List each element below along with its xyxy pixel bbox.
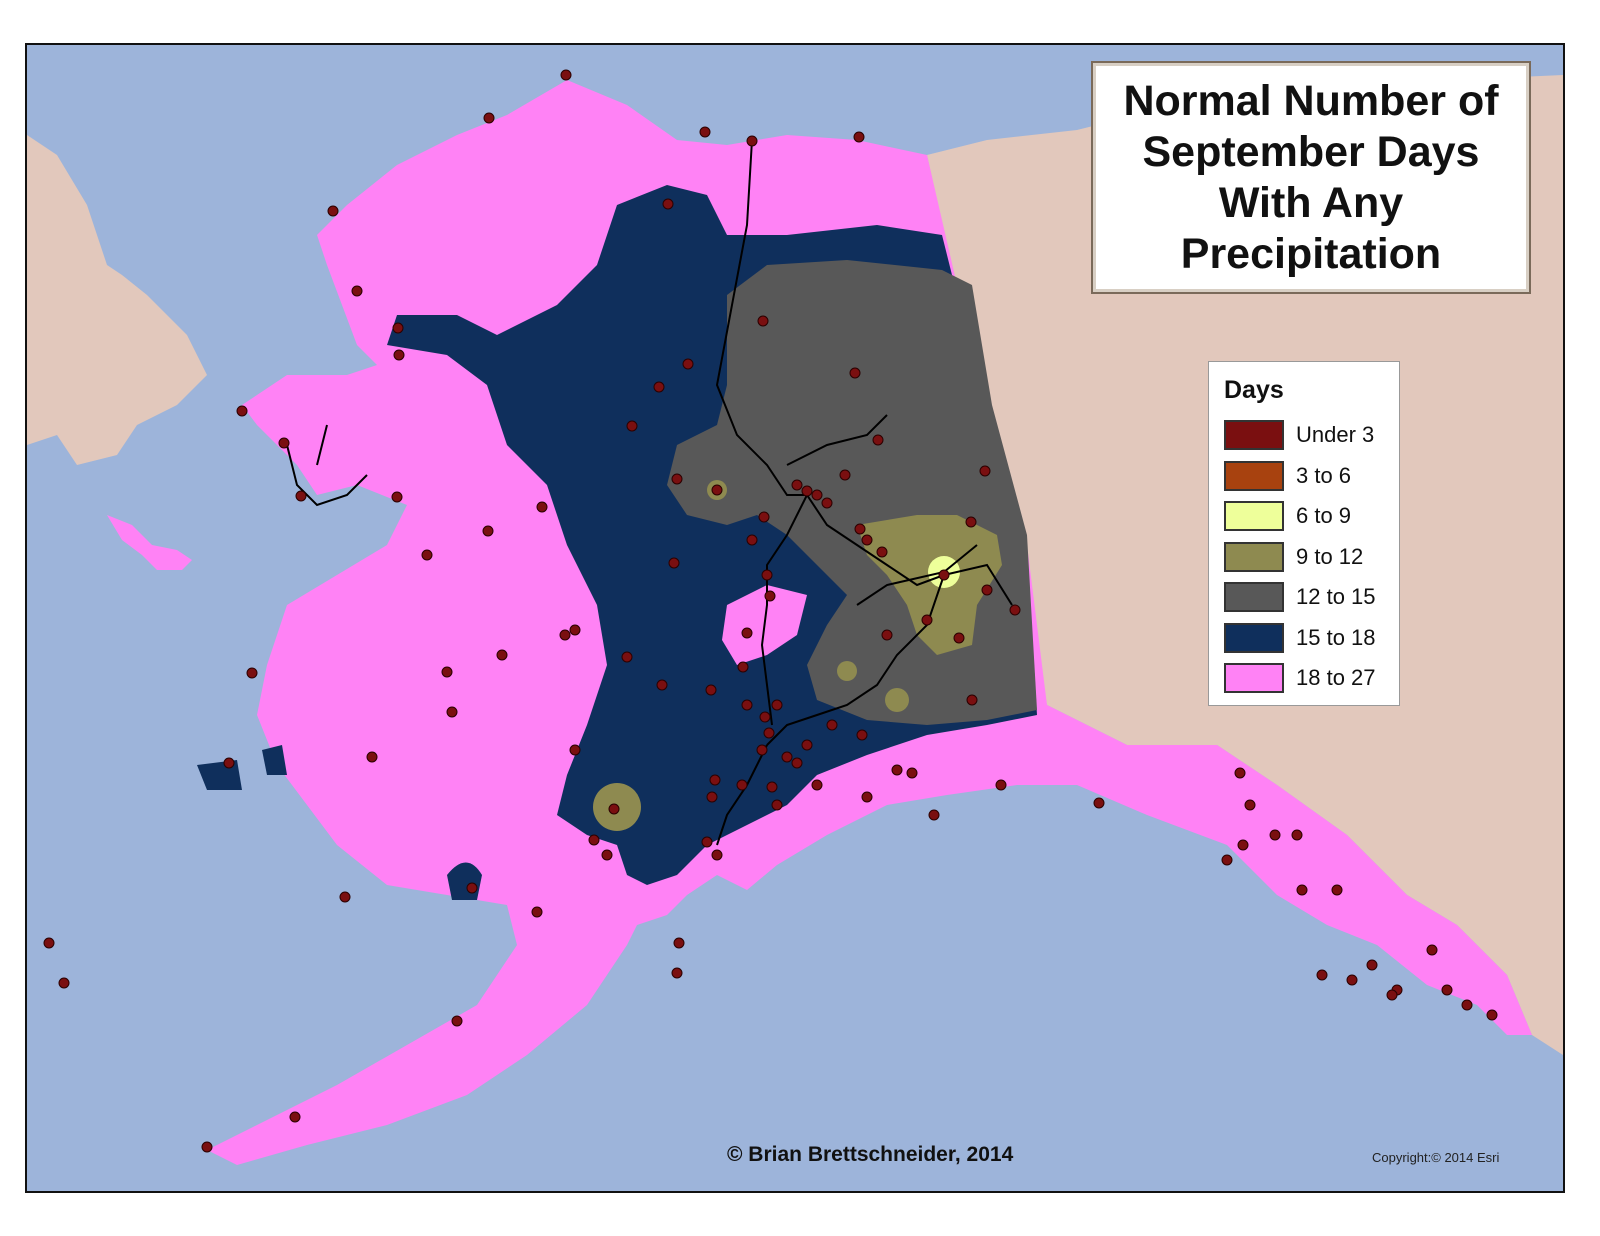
weather-stations: [43, 69, 1498, 1153]
zone-9-to-12-spot: [885, 688, 909, 712]
author-credit: © Brian Brettschneider, 2014: [727, 1143, 1014, 1166]
legend-label: 12 to 15: [1296, 584, 1376, 610]
legend-label: 15 to 18: [1296, 624, 1376, 650]
st-lawrence-island: [107, 515, 192, 570]
zone-9-to-12-spot: [837, 661, 857, 681]
map-title: Normal Number of September Days With Any…: [1123, 76, 1499, 278]
legend-swatch: [1224, 501, 1284, 532]
legend-swatch: [1224, 663, 1284, 694]
basemap-copyright: Copyright:© 2014 Esri: [1372, 1150, 1500, 1165]
zone-15-to-18-nunivak: [262, 745, 287, 775]
legend-swatch: [1224, 420, 1284, 451]
legend-item: Under 3: [1224, 415, 1399, 456]
legend-item: 9 to 12: [1224, 537, 1399, 578]
legend-item: 3 to 6: [1224, 456, 1399, 497]
legend-label: Under 3: [1296, 422, 1375, 448]
legend-swatch: [1224, 460, 1284, 491]
legend-items: Under 3 3 to 6 6 to 9 9 to 12 12 to 15 15 to …: [1224, 415, 1399, 699]
legend-item: 18 to 27: [1224, 658, 1399, 699]
legend-swatch: [1224, 622, 1284, 653]
map-title-box: Normal Number of September Days With Any…: [1091, 61, 1531, 294]
legend-item: 6 to 9: [1224, 496, 1399, 537]
zone-9-to-12: [857, 515, 1002, 655]
legend-label: 6 to 9: [1296, 503, 1352, 529]
legend-item: 12 to 15: [1224, 577, 1399, 618]
siberia-terrain: [27, 135, 207, 465]
legend-item: 15 to 18: [1224, 618, 1399, 659]
legend-title: Days: [1224, 376, 1284, 404]
legend: Days Under 3 3 to 6 6 to 9 9 to 12 12 to 15 1…: [1208, 361, 1400, 706]
legend-swatch: [1224, 541, 1284, 572]
legend-label: 18 to 27: [1296, 665, 1376, 691]
legend-label: 3 to 6: [1296, 462, 1352, 488]
map-frame: Normal Number of September Days With Any…: [25, 43, 1565, 1193]
road-network: [286, 139, 1013, 846]
legend-swatch: [1224, 582, 1284, 613]
legend-label: 9 to 12: [1296, 543, 1364, 569]
